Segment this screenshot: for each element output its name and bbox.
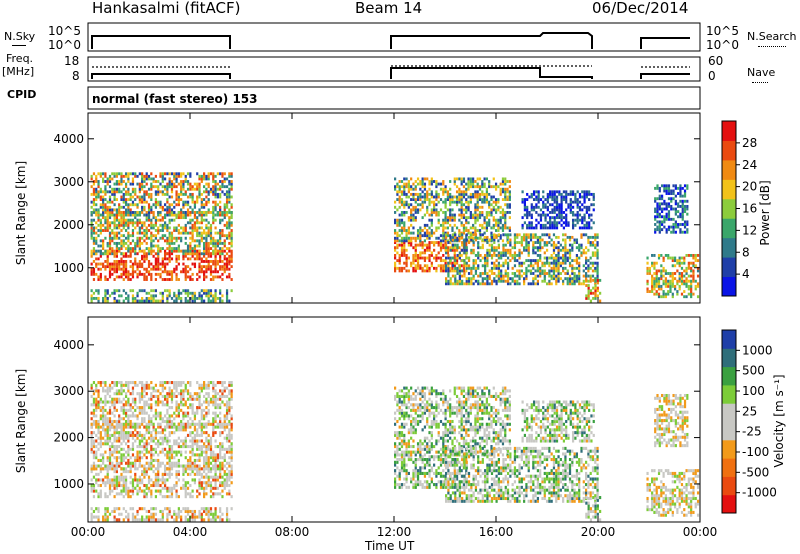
power-cbar-tick-label-2: 12 (742, 223, 757, 237)
nsky-trace-2 (390, 32, 593, 49)
beam-label: Beam 14 (355, 0, 423, 17)
velocity-cbar-swatch-5 (722, 403, 736, 422)
power-colorbar-label: Power [dB] (758, 180, 772, 246)
x-tick-label-3: 12:00 (377, 525, 412, 539)
power-cbar-swatch-1 (722, 257, 736, 278)
velocity-cbar-swatch-1 (722, 476, 736, 496)
velocity-panel: 1000 2000 3000 4000 (53, 316, 701, 523)
freq-trace-3 (640, 73, 690, 79)
power-ytick-label-1: 2000 (53, 218, 84, 232)
x-tick-label-4: 16:00 (479, 525, 514, 539)
x-tick-label-0: 00:00 (71, 525, 106, 539)
velocity-ytick-label-3: 4000 (53, 338, 84, 352)
velocity-cbar-tick-label-5: -100 (742, 445, 769, 459)
power-cbar-swatch-6 (722, 159, 736, 180)
velocity-ytick-label-1: 2000 (53, 431, 84, 445)
nave-trace (92, 65, 690, 68)
velocity-cbar-swatch-0 (722, 494, 736, 514)
velocity-cbar-tick-label-1: 500 (742, 364, 765, 378)
velocity-cbar-tick-label-6: -500 (742, 465, 769, 479)
x-tick-labels: 00:00 04:00 08:00 12:00 16:00 20:00 00:00 (71, 525, 718, 539)
velocity-ytick-label-2: 3000 (53, 384, 84, 398)
power-cbar-tick-label-6: 28 (742, 136, 757, 150)
power-ytick-label-3: 4000 (53, 132, 84, 146)
cpid-label: CPID (7, 88, 37, 101)
nsearch-label: N.Search (747, 30, 797, 43)
nave-tick-top: 60 (708, 54, 724, 68)
velocity-cbar-tick-label-0: 1000 (742, 343, 773, 357)
x-tick-label-5: 20:00 (581, 525, 616, 539)
power-cbar-tick-label-5: 24 (742, 158, 757, 172)
freq-trace-1 (91, 73, 231, 79)
nsky-panel (87, 22, 701, 52)
freq-panel-frame (87, 56, 701, 82)
power-cbar-swatch-7 (722, 140, 736, 161)
x-tick-label-6: 00:00 (683, 525, 718, 539)
velocity-cbar-swatch-8 (722, 348, 736, 368)
x-tick-label-1: 04:00 (173, 525, 208, 539)
power-heatmap (90, 172, 700, 303)
velocity-cbar-tick-label-3: 25 (742, 404, 757, 418)
velocity-colorbar-label: Velocity [m s⁻¹] (772, 374, 786, 468)
velocity-ylabel: Slant Range [km] (14, 368, 28, 474)
nave-tick-bottom: 0 (708, 69, 716, 83)
power-colorbar: 4 8 12 16 20 24 28 (721, 120, 757, 297)
power-panel: 1000 2000 3000 4000 (53, 112, 701, 304)
velocity-cbar-swatch-3 (722, 439, 736, 459)
velocity-ytick-label-0: 1000 (53, 477, 84, 491)
power-cbar-swatch-3 (722, 218, 736, 239)
velocity-colorbar: 1000 500 100 25 -25 -100 -500 -1000 (721, 329, 777, 514)
nsky-panel-frame (87, 22, 701, 52)
cpid-panel-frame (87, 86, 701, 110)
cpid-text: normal (fast stereo) 153 (92, 92, 258, 106)
nsearch-tick-top: 10^5 (706, 24, 739, 38)
velocity-cbar-tick-label-4: -25 (742, 425, 762, 439)
power-cbar-swatch-4 (722, 198, 736, 219)
power-cbar-tick-label-4: 20 (742, 180, 757, 194)
nsearch-tick-bottom: 10^0 (706, 38, 739, 52)
power-cbar-tick-label-3: 16 (742, 202, 757, 216)
nave-label: Nave (747, 66, 776, 79)
power-cbar-tick-label-1: 8 (742, 245, 750, 259)
power-axes: 1000 2000 3000 4000 (53, 113, 701, 303)
freq-tick-top: 18 (64, 54, 80, 68)
power-ytick-label-0: 1000 (53, 261, 84, 275)
power-cbar-swatch-2 (722, 237, 736, 258)
x-tick-label-2: 08:00 (275, 525, 310, 539)
power-ylabel: Slant Range [km] (14, 160, 28, 266)
freq-trace-2 (390, 67, 593, 79)
velocity-cbar-swatch-6 (722, 384, 736, 404)
power-cbar-swatch-0 (722, 276, 736, 297)
freq-panel (87, 56, 701, 82)
x-axis-title: Time UT (365, 539, 415, 553)
velocity-cbar-swatch-2 (722, 458, 736, 477)
date-label: 06/Dec/2014 (592, 0, 689, 17)
velocity-cbar-swatch-9 (722, 330, 736, 349)
nsky-trace-1 (91, 35, 231, 49)
velocity-cbar-frame (721, 329, 737, 514)
velocity-cbar-swatch-7 (722, 366, 736, 386)
nsky-legend-line (12, 45, 26, 46)
nsearch-legend-line (758, 46, 786, 47)
power-ytick-label-2: 3000 (53, 175, 84, 189)
freq-label: Freq. (6, 52, 34, 65)
power-cbar-tick-label-0: 4 (742, 267, 750, 281)
nsky-trace-3 (640, 37, 690, 49)
power-cbar-swatch-5 (722, 179, 736, 200)
nsky-label: N.Sky (4, 30, 36, 43)
freq-unit: [MHz] (2, 65, 35, 78)
nsky-tick-top: 10^5 (48, 24, 81, 38)
nave-legend-line (752, 82, 768, 83)
freq-tick-bottom: 8 (72, 69, 80, 83)
velocity-cbar-swatch-4 (722, 421, 736, 441)
velocity-axes: 1000 2000 3000 4000 (53, 317, 701, 522)
nsky-tick-bottom: 10^0 (48, 38, 81, 52)
velocity-cbar-tick-label-7: -1000 (742, 486, 777, 500)
station-title: Hankasalmi (fitACF) (92, 0, 241, 17)
velocity-cbar-tick-label-2: 100 (742, 384, 765, 398)
velocity-heatmap (90, 381, 700, 522)
power-cbar-swatch-8 (722, 121, 736, 141)
